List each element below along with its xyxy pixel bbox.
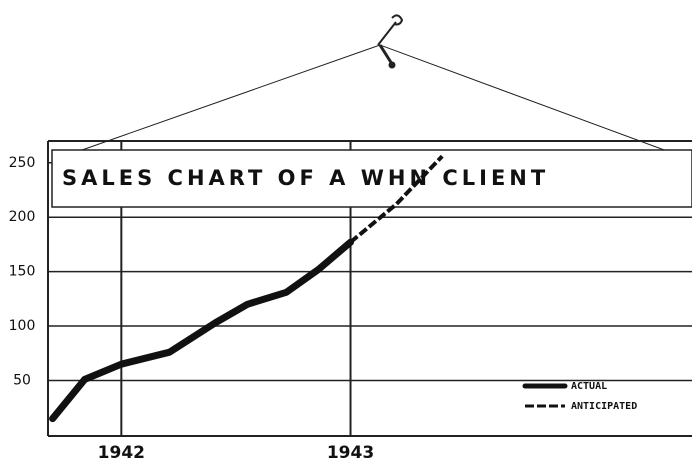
x-tick-label: 1943 [327,443,374,463]
chart-title: SALES CHART OF A WHN CLIENT [62,166,549,190]
legend-label: ANTICIPATED [571,401,637,412]
x-tick-label: 1942 [98,443,145,463]
page: {"chart_data": {"type": "line", "title":… [0,0,692,465]
hanger [65,15,675,156]
legend-label: ACTUAL [571,381,607,392]
chart: SALES CHART OF A WHN CLIENT ACTUAL ANTICI… [0,0,692,465]
y-tick-label: 150 [9,264,36,280]
y-tick-label: 100 [9,318,36,334]
y-tick-label: 200 [9,209,36,225]
y-tick-label: 50 [13,372,31,388]
y-tick-label: 250 [9,155,36,171]
series-line [53,242,351,418]
